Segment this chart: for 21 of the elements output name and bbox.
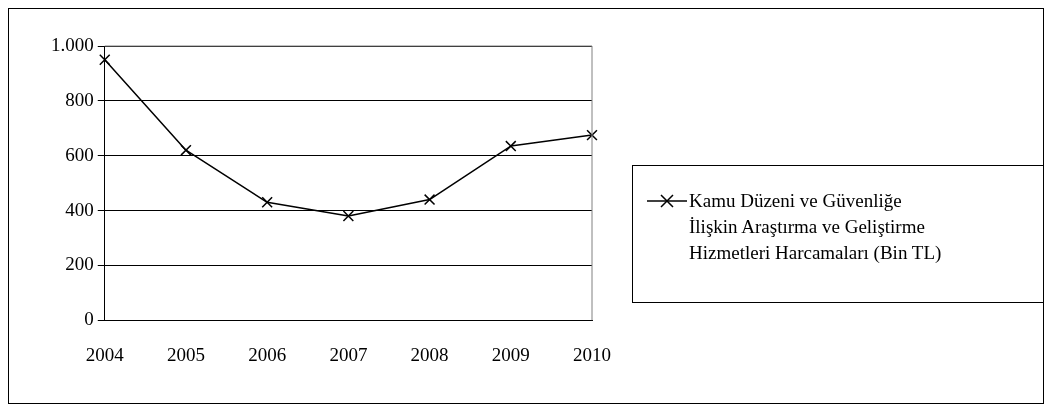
y-tick-label: 400 — [65, 198, 94, 220]
legend-label: Kamu Düzeni ve Güvenliğe İlişkin Araştırma ve Geliştirme Hizmetleri Harcamaları (Bin TL) — [689, 189, 943, 265]
y-tick-label: 800 — [65, 88, 94, 110]
y-tick-label: 1.000 — [51, 33, 94, 55]
point — [99, 54, 111, 66]
x-tick-label: 2006 — [248, 343, 287, 365]
point — [342, 210, 355, 222]
x-tick-label: 2009 — [491, 343, 530, 365]
x-tick-label: 2010 — [573, 343, 611, 365]
point — [180, 144, 192, 156]
point — [261, 196, 273, 208]
y-tick-label: 200 — [65, 253, 94, 275]
x-tick-label: 2005 — [166, 343, 205, 365]
point — [586, 129, 598, 141]
x-tick-label: 2007 — [329, 343, 368, 365]
x-tick-label: 2004 — [85, 343, 125, 365]
y-tick-label: 0 — [84, 308, 94, 330]
point — [505, 140, 517, 152]
x-tick-label: 2008 — [410, 343, 449, 365]
y-tick-label: 600 — [65, 143, 94, 165]
point — [423, 193, 436, 206]
